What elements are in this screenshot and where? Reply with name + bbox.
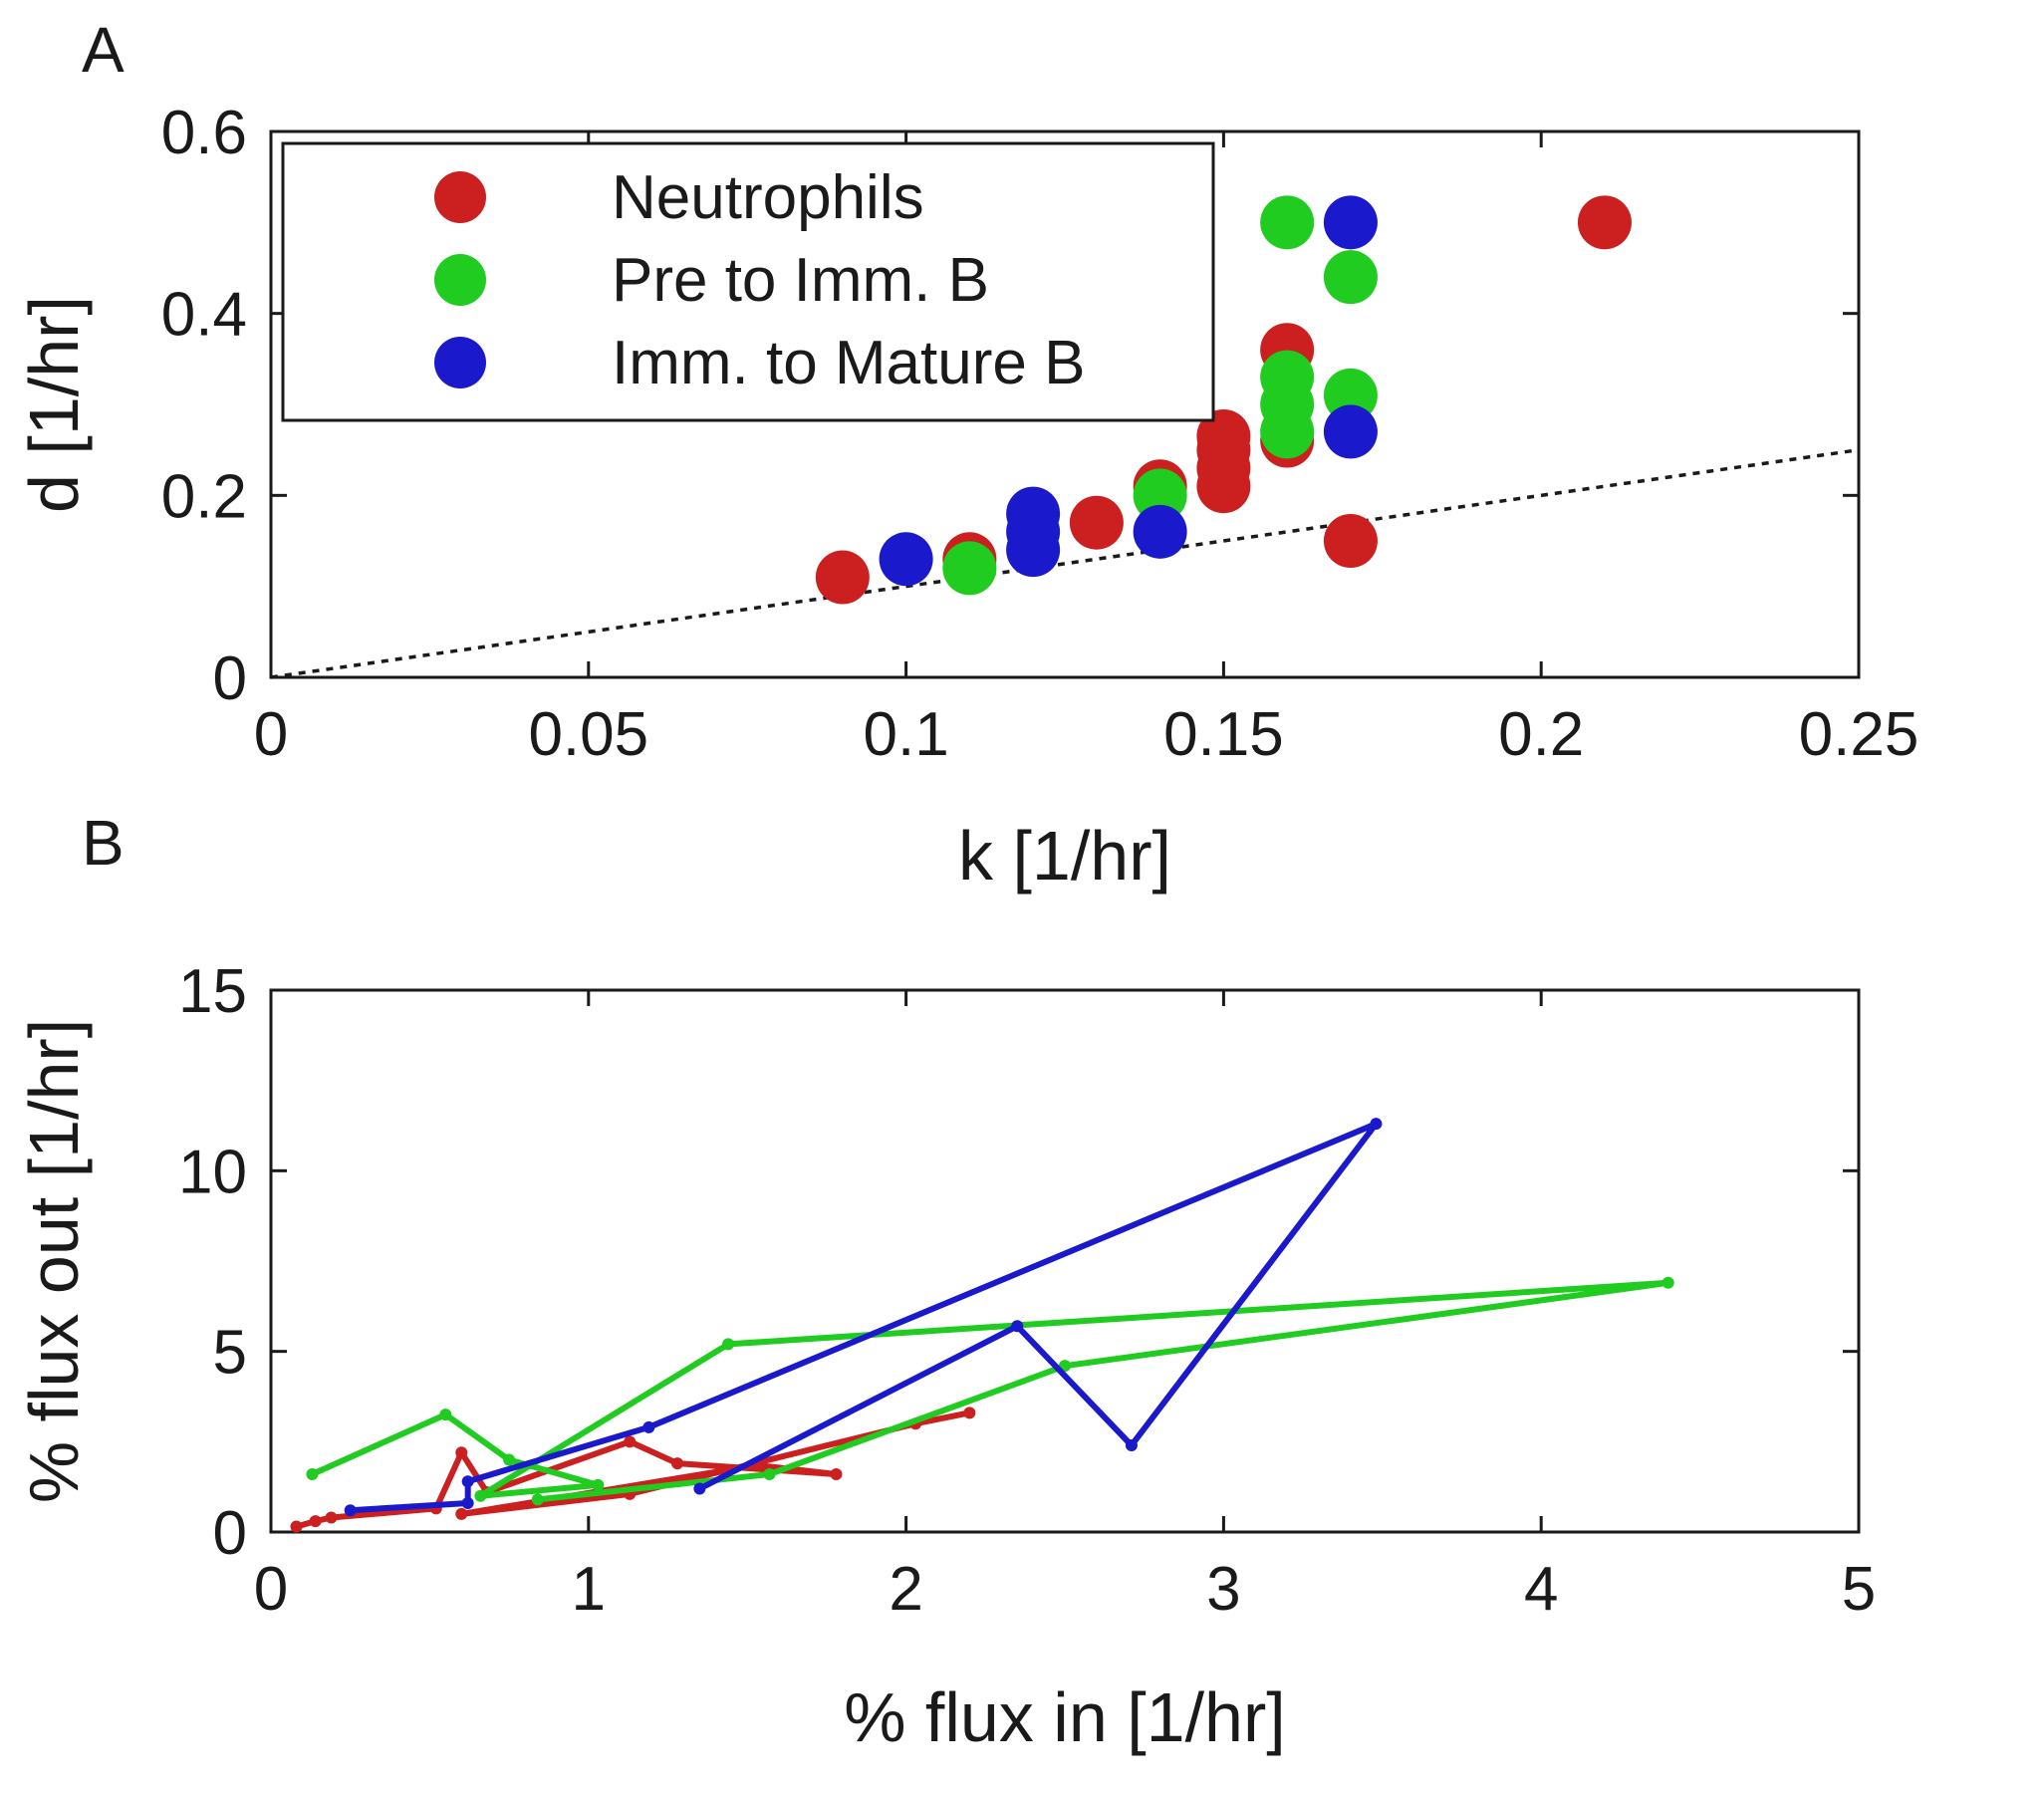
panel-a-ticks: 0 0.05 0.1 0.15 0.2 0.25 0 0.2 0.4 0.6	[161, 99, 1919, 769]
panel-b-x-tick-label: 5	[1842, 1555, 1876, 1624]
trajectory-pre-to-imm-b	[311, 1279, 1671, 1503]
panel-a-x-tick-label: 0.25	[1799, 700, 1919, 769]
trajectory-point-neutrophils	[671, 1457, 684, 1470]
panel-b-x-tick-label: 0	[254, 1555, 288, 1624]
trajectory-point-pre-to-imm-b	[503, 1453, 516, 1466]
trajectory-point-imm-to-mature-b	[461, 1496, 474, 1509]
point-neutrophils	[815, 550, 870, 605]
legend-label-imm-to-mature-b: Imm. to Mature B	[612, 329, 1085, 397]
point-pre-to-imm-b	[1260, 350, 1315, 404]
point-neutrophils	[1323, 514, 1378, 568]
panel-a-x-tick-label: 0.2	[1498, 700, 1584, 769]
trajectory-point-neutrophils	[830, 1467, 843, 1480]
panel-a-points	[815, 195, 1632, 605]
panel-b-y-tick-label: 15	[178, 957, 247, 1026]
panel-a: A 0 0.05 0.1 0.15 0.2 0.25 0 0.2 0.4 0.6 Neutroph…	[15, 14, 1918, 895]
panel-a-y-tick-label: 0.2	[161, 462, 247, 531]
point-neutrophils	[1196, 408, 1251, 463]
panel-a-x-tick-label: 0	[254, 700, 288, 769]
panel-a-y-tick-label: 0.6	[161, 99, 247, 167]
trajectory-point-neutrophils	[455, 1507, 468, 1520]
panel-a-x-tick-label: 0.05	[528, 700, 648, 769]
point-pre-to-imm-b	[942, 541, 997, 596]
panel-b-lines	[290, 1118, 1674, 1533]
trajectory-point-imm-to-mature-b	[1370, 1118, 1383, 1131]
trajectory-point-pre-to-imm-b	[592, 1478, 605, 1491]
legend-label-pre-to-imm-b: Pre to Imm. B	[612, 246, 989, 315]
trajectory-point-pre-to-imm-b	[474, 1489, 487, 1502]
panel-letter-b: B	[82, 807, 125, 879]
panel-b-y-tick-label: 10	[178, 1138, 247, 1206]
trajectory-point-neutrophils	[624, 1435, 637, 1448]
trajectory-point-pre-to-imm-b	[531, 1493, 544, 1506]
point-imm-to-mature-b	[1323, 404, 1378, 459]
panel-a-y-tick-label: 0.4	[161, 281, 247, 350]
legend-marker-neutrophils	[434, 171, 486, 223]
panel-b-y-axis-label: % flux out [1/hr]	[15, 1019, 93, 1503]
point-imm-to-mature-b	[1133, 504, 1187, 559]
trajectory-point-pre-to-imm-b	[1661, 1276, 1674, 1289]
point-pre-to-imm-b	[1260, 195, 1315, 250]
panel-b-x-tick-label: 2	[889, 1555, 922, 1624]
trajectory-point-pre-to-imm-b	[439, 1409, 452, 1421]
panel-b: B 0 1 2 3 4 5 0 5 10 15 % flux in [1/hr] % flux o…	[15, 807, 1876, 1756]
panel-a-y-axis-label: d [1/hr]	[15, 296, 93, 513]
panel-b-x-tick-label: 1	[572, 1555, 606, 1624]
panel-b-ticks: 0 1 2 3 4 5 0 5 10 15	[178, 957, 1876, 1624]
panel-b-y-tick-label: 5	[213, 1319, 247, 1388]
legend-marker-imm-to-mature-b	[434, 337, 486, 388]
reference-line-y-equals-x	[270, 447, 1860, 679]
panel-b-y-tick-label: 0	[213, 1499, 247, 1568]
panel-b-x-tick-label: 4	[1524, 1555, 1558, 1624]
trajectory-point-pre-to-imm-b	[722, 1338, 735, 1351]
trajectory-point-imm-to-mature-b	[461, 1475, 474, 1488]
panel-b-x-axis-label: % flux in [1/hr]	[844, 1678, 1286, 1756]
trajectory-point-imm-to-mature-b	[642, 1420, 655, 1433]
point-neutrophils	[1069, 495, 1124, 550]
legend-label-neutrophils: Neutrophils	[612, 163, 924, 232]
trajectory-point-imm-to-mature-b	[1125, 1438, 1138, 1451]
point-imm-to-mature-b	[1323, 195, 1378, 250]
panel-a-y-tick-label: 0	[213, 644, 247, 713]
trajectory-point-imm-to-mature-b	[344, 1504, 357, 1517]
trajectory-point-neutrophils	[309, 1515, 322, 1528]
trajectory-point-imm-to-mature-b	[1011, 1320, 1024, 1333]
panel-a-legend: Neutrophils Pre to Imm. B Imm. to Mature…	[281, 141, 1215, 422]
panel-b-x-tick-label: 3	[1206, 1555, 1240, 1624]
trajectory-point-imm-to-mature-b	[693, 1482, 706, 1495]
trajectory-point-pre-to-imm-b	[763, 1467, 776, 1480]
trajectory-point-neutrophils	[963, 1407, 976, 1419]
point-imm-to-mature-b	[1006, 486, 1061, 541]
point-pre-to-imm-b	[1323, 250, 1378, 305]
trajectory-point-pre-to-imm-b	[306, 1467, 319, 1480]
point-imm-to-mature-b	[879, 532, 933, 587]
panel-a-x-tick-label: 0.1	[863, 700, 948, 769]
trajectory-point-neutrophils	[455, 1446, 468, 1459]
panel-b-plot-area	[269, 988, 1861, 1534]
panel-a-reference-line	[270, 447, 1860, 679]
trajectory-point-neutrophils	[290, 1520, 303, 1533]
point-neutrophils	[1577, 195, 1632, 250]
trajectory-point-neutrophils	[325, 1511, 338, 1524]
panel-a-x-tick-label: 0.15	[1163, 700, 1284, 769]
panel-a-plot-area	[269, 129, 1861, 679]
legend-marker-pre-to-imm-b	[434, 254, 486, 306]
panel-a-x-axis-label: k [1/hr]	[958, 817, 1171, 895]
panel-letter-a: A	[82, 14, 125, 86]
trajectory-imm-to-mature-b	[350, 1121, 1380, 1514]
